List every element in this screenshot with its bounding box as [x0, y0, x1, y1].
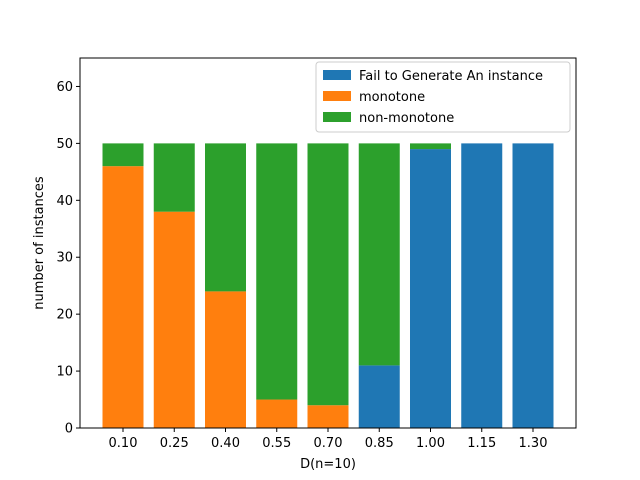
bar-non-monotone-1.00	[410, 143, 451, 150]
y-tick-label: 0	[65, 422, 73, 437]
legend-label: monotone	[359, 90, 425, 105]
x-tick-label: 0.55	[262, 436, 291, 451]
x-tick-label: 0.40	[211, 436, 240, 451]
legend: Fail to Generate An instance monotone non-…	[315, 61, 571, 133]
bar-monotone-0.10	[102, 166, 144, 428]
y-axis-label: number of instances	[32, 176, 47, 310]
bar-non-monotone-0.55	[256, 143, 298, 400]
y-axis: 0 10 20 30 40 50 60	[56, 80, 80, 437]
legend-swatch	[323, 70, 351, 80]
bar-non-monotone-0.25	[153, 143, 195, 212]
bar-non-monotone-0.10	[102, 143, 144, 167]
legend-frame	[315, 61, 571, 133]
bar-monotone-0.40	[205, 291, 246, 428]
x-tick-label: 0.10	[109, 436, 138, 451]
x-tick-label: 0.25	[160, 436, 189, 451]
x-axis-label: D(n=10)	[300, 457, 356, 472]
bars-group	[102, 143, 554, 429]
legend-label: Fail to Generate An instance	[359, 69, 543, 84]
bar-non-monotone-0.85	[358, 143, 400, 366]
y-tick-label: 60	[56, 80, 73, 95]
bar-non-monotone-0.70	[307, 143, 349, 406]
x-tick-label: 0.70	[314, 436, 343, 451]
y-tick-label: 20	[56, 308, 73, 323]
bar-monotone-0.70	[307, 405, 349, 428]
x-tick-label: 0.85	[365, 436, 394, 451]
y-tick-label: 10	[56, 365, 73, 380]
bar-monotone-0.55	[256, 399, 298, 428]
bar-fail-to-generate-an-instance-1.15	[461, 143, 503, 428]
x-tick-label: 1.15	[467, 436, 496, 451]
bar-fail-to-generate-an-instance-1.00	[410, 149, 451, 429]
bar-fail-to-generate-an-instance-0.85	[358, 365, 400, 428]
bar-fail-to-generate-an-instance-1.30	[512, 143, 554, 428]
legend-swatch	[323, 112, 351, 122]
y-tick-label: 30	[56, 251, 73, 266]
legend-swatch	[323, 91, 351, 101]
y-tick-label: 40	[56, 194, 73, 209]
x-axis: 0.10 0.25 0.40 0.55 0.70 0.85 1.00 1.15 1.30	[109, 428, 548, 451]
bar-non-monotone-0.40	[205, 143, 246, 292]
x-tick-label: 1.00	[416, 436, 445, 451]
legend-label: non-monotone	[359, 111, 454, 126]
x-tick-label: 1.30	[519, 436, 548, 451]
bar-monotone-0.25	[153, 211, 195, 428]
y-tick-label: 50	[56, 137, 73, 152]
